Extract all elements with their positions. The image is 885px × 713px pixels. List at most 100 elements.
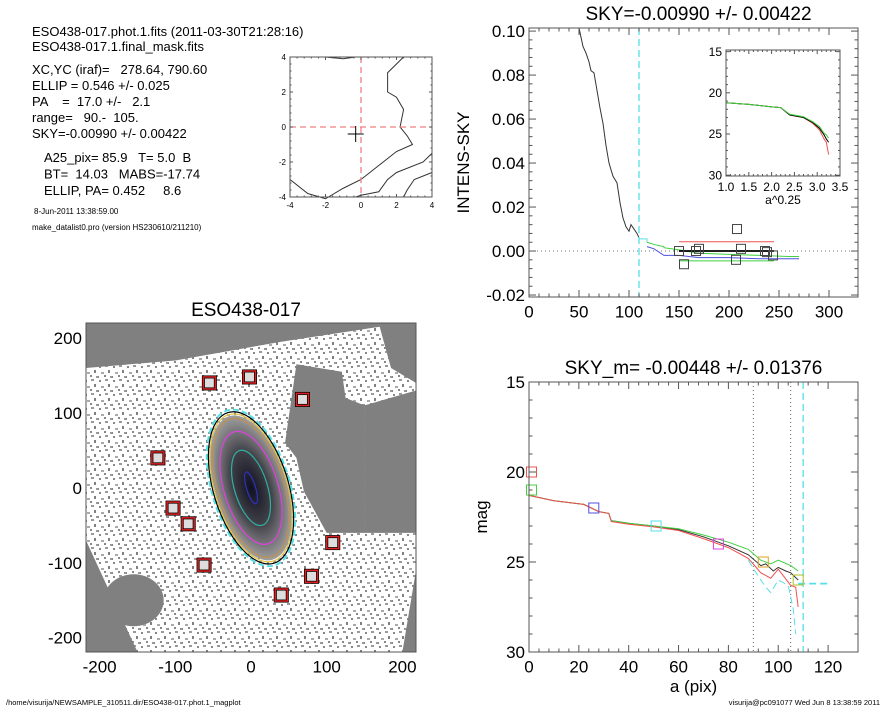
sky-plot-title: SKY=-0.00990 +/- 0.00422 <box>585 4 811 25</box>
y-tick-label: 20 <box>709 86 723 100</box>
y-tick-label: 0.10 <box>492 22 525 41</box>
program-version: make_datalist0.pro (version HS230610/211… <box>32 223 202 232</box>
x-axis-label: a (pix) <box>670 677 717 696</box>
param-line: XC,YC (iraf)= 278.64, 790.60 <box>32 62 207 77</box>
series-green-step <box>646 241 799 258</box>
isophote-marker <box>525 484 537 496</box>
y-tick-label: 20 <box>506 463 525 482</box>
x-tick-label: 40 <box>619 658 638 677</box>
y-tick-label: 30 <box>506 643 525 662</box>
x-tick-label: 100 <box>313 658 341 677</box>
sky-box-outline <box>151 451 165 465</box>
axes-frame <box>528 27 859 298</box>
footer-path: /home/visurija/NEWSAMPLE_310511.dir/ESO4… <box>6 698 241 707</box>
x-tick-label: -4 <box>286 201 294 210</box>
sky-sample-marker <box>762 247 772 258</box>
y-tick-label: 0.00 <box>492 242 525 261</box>
image-title: ESO438-017 <box>191 300 301 321</box>
sky-box <box>294 391 310 407</box>
y-tick-label: 0.06 <box>492 110 525 129</box>
y-tick-label: 0 <box>73 479 82 498</box>
series-blue-step <box>646 246 799 260</box>
sky-box <box>201 375 217 391</box>
isophote-ellipse <box>219 430 283 545</box>
x-axis-label: a^0.25 <box>765 193 801 207</box>
x-tick-label: 80 <box>719 658 738 677</box>
isophote-marker <box>650 520 662 532</box>
sky-plot: 0 50 100 150 200 250 300 -0.02 0.00 0.02 0.04 0.06 0… <box>454 4 859 322</box>
info-panel: ESO438-017.phot.1.fits (2011-03-30T21:28… <box>32 24 304 232</box>
isophote-marker <box>757 556 769 568</box>
isophote-ellipse <box>205 408 297 568</box>
x-tick-label: -2 <box>322 201 330 210</box>
run-date: 8-Jun-2011 13:38:59.00 <box>34 207 119 216</box>
footer-user-stamp: visurija@pc091077 Wed Jun 8 13:38:59 201… <box>729 698 880 707</box>
x-tick-label: 2.0 <box>763 180 780 194</box>
sky-box-outline <box>274 588 289 602</box>
x-tick-label: 2 <box>394 201 399 210</box>
y-tick-label: 0 <box>282 123 287 132</box>
sky-box <box>241 369 257 385</box>
x-tick-label: 4 <box>430 201 435 210</box>
param-line: ELLIP = 0.546 +/- 0.025 <box>32 78 170 93</box>
sky-box <box>196 557 212 573</box>
x-tick-label: 100 <box>615 303 643 322</box>
sky-box-outline <box>202 376 217 390</box>
sky-box-outline <box>166 501 180 515</box>
file-line: ESO438-017.phot.1.fits (2011-03-30T21:28… <box>32 24 304 39</box>
inset-background <box>726 50 840 176</box>
sky-box-outline <box>325 535 340 550</box>
result-line: A25_pix= 85.9 T= 5.0 B <box>44 150 191 165</box>
y-tick-label: 15 <box>709 45 723 59</box>
sky-sample-marker <box>674 246 684 257</box>
y-axis-label: mag <box>472 500 491 533</box>
sky-box <box>150 450 166 466</box>
x-tick-label: 60 <box>669 658 688 677</box>
series-green <box>725 102 830 139</box>
x-tick-label: -200 <box>83 658 117 677</box>
x-tick-label: 0 <box>246 658 255 677</box>
y-tick-label: -4 <box>279 193 287 202</box>
isophote-marker <box>792 574 804 586</box>
sky-box <box>325 535 341 551</box>
isophote-ellipse <box>209 413 293 563</box>
series-cyan-step <box>639 238 648 243</box>
y-tick-label: 30 <box>709 168 723 182</box>
sky-box-outline <box>242 370 257 384</box>
x-tick-label: 1.5 <box>740 180 757 194</box>
sky-box-outline <box>197 558 211 572</box>
sky-box <box>165 500 181 516</box>
x-tick-label: 250 <box>765 303 793 322</box>
y-tick-label: 0.02 <box>492 198 525 217</box>
image-plot: -200 -100 0 100 200 -200 -100 0 100 200 ESO438-017 <box>48 300 417 677</box>
axes-frame <box>85 322 417 653</box>
isophote-ellipse <box>212 417 290 559</box>
isophote-marker <box>712 538 724 550</box>
sky-box <box>180 516 196 532</box>
y-tick-label: 4 <box>282 53 287 62</box>
x-tick-label: 0 <box>524 658 533 677</box>
y-axis-label: INTENS-SKY <box>454 111 473 213</box>
axes-frame <box>725 49 841 177</box>
isophote-ellipse <box>207 411 295 565</box>
isophote-marker <box>525 466 537 478</box>
inset-plot: 1.0 1.5 2.0 2.5 3.0 3.5 15 20 25 30 a^0.25 <box>709 45 849 207</box>
x-tick-label: 20 <box>569 658 588 677</box>
sky-sample-marker <box>768 250 778 261</box>
sky-sample-marker <box>694 243 704 254</box>
contour-line <box>325 56 356 60</box>
sky-box-outline <box>181 517 195 531</box>
y-tick-label: -0.02 <box>486 286 525 305</box>
sky-box <box>304 568 320 584</box>
sky-sample-marker <box>679 259 689 270</box>
x-tick-label: 200 <box>388 658 416 677</box>
sky-box-outline <box>295 392 310 407</box>
x-tick-label: -100 <box>158 658 192 677</box>
y-tick-label: 2 <box>282 88 287 97</box>
sky-sample-marker <box>736 243 746 254</box>
sky-box <box>273 587 289 603</box>
x-tick-label: 0 <box>359 201 364 210</box>
sky-sample-marker <box>691 246 701 257</box>
y-tick-label: 25 <box>709 127 723 141</box>
